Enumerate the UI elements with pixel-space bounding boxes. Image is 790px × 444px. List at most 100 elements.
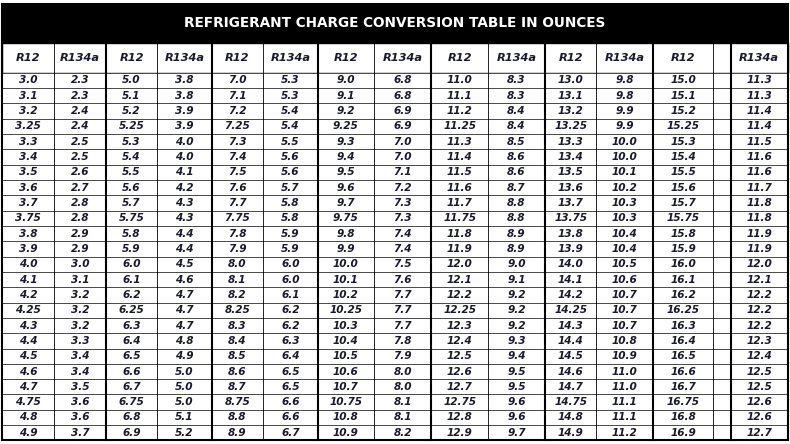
Bar	[2, 134, 788, 149]
Text: 11.9: 11.9	[446, 244, 472, 254]
Text: 13.4: 13.4	[558, 152, 584, 162]
Text: 4.6: 4.6	[175, 274, 194, 285]
Text: 12.3: 12.3	[446, 321, 472, 331]
Text: 10.0: 10.0	[612, 137, 638, 147]
Text: 3.2: 3.2	[70, 290, 89, 300]
Bar	[2, 425, 788, 440]
Text: 11.6: 11.6	[747, 167, 772, 178]
Text: 8.3: 8.3	[507, 75, 525, 86]
Text: 8.6: 8.6	[507, 167, 525, 178]
Text: 7.4: 7.4	[228, 152, 246, 162]
Bar	[2, 210, 788, 226]
Text: 4.4: 4.4	[175, 244, 194, 254]
Text: 5.75: 5.75	[118, 213, 145, 223]
Text: 6.2: 6.2	[122, 290, 141, 300]
Text: 11.8: 11.8	[747, 198, 772, 208]
Text: 10.7: 10.7	[612, 305, 638, 315]
Text: 15.1: 15.1	[670, 91, 696, 101]
Text: 8.2: 8.2	[393, 428, 412, 438]
Text: 13.8: 13.8	[558, 229, 584, 239]
Text: 9.9: 9.9	[615, 106, 634, 116]
Text: R134a: R134a	[496, 53, 536, 63]
Text: 2.3: 2.3	[70, 91, 89, 101]
Text: 14.1: 14.1	[558, 274, 584, 285]
Text: 9.5: 9.5	[507, 382, 525, 392]
Text: 8.9: 8.9	[507, 229, 525, 239]
Text: 10.7: 10.7	[333, 382, 359, 392]
Text: 3.0: 3.0	[19, 75, 37, 86]
Text: 10.9: 10.9	[612, 351, 638, 361]
Bar	[2, 73, 788, 88]
Text: 8.8: 8.8	[507, 213, 525, 223]
Text: 14.25: 14.25	[554, 305, 587, 315]
Text: 7.6: 7.6	[393, 274, 412, 285]
Text: 16.6: 16.6	[670, 366, 696, 377]
Text: 10.7: 10.7	[612, 321, 638, 331]
Text: 9.2: 9.2	[507, 290, 525, 300]
Text: 11.8: 11.8	[747, 213, 772, 223]
Text: 6.6: 6.6	[281, 397, 299, 407]
Text: 13.9: 13.9	[558, 244, 584, 254]
Text: 2.9: 2.9	[70, 229, 89, 239]
Text: 7.0: 7.0	[393, 137, 412, 147]
Text: 9.0: 9.0	[337, 75, 356, 86]
Text: 10.3: 10.3	[612, 198, 638, 208]
Bar	[2, 257, 788, 272]
Text: 13.0: 13.0	[558, 75, 584, 86]
Text: R134a: R134a	[60, 53, 100, 63]
Text: 5.4: 5.4	[281, 106, 299, 116]
Text: 8.3: 8.3	[228, 321, 246, 331]
Text: 8.4: 8.4	[507, 106, 525, 116]
Text: 10.2: 10.2	[333, 290, 359, 300]
Bar	[2, 195, 788, 210]
Text: 8.9: 8.9	[507, 244, 525, 254]
Text: 4.8: 4.8	[175, 336, 194, 346]
Text: 4.3: 4.3	[19, 321, 37, 331]
Text: 8.1: 8.1	[393, 397, 412, 407]
Text: 6.3: 6.3	[122, 321, 141, 331]
Text: 15.25: 15.25	[667, 121, 699, 131]
Text: 4.0: 4.0	[175, 152, 194, 162]
Text: 10.6: 10.6	[612, 274, 638, 285]
Text: 6.9: 6.9	[393, 106, 412, 116]
Text: 9.9: 9.9	[337, 244, 356, 254]
Text: 2.9: 2.9	[70, 244, 89, 254]
Text: 7.8: 7.8	[393, 336, 412, 346]
Text: 9.4: 9.4	[337, 152, 356, 162]
Text: 4.5: 4.5	[175, 259, 194, 270]
Text: 7.9: 7.9	[228, 244, 246, 254]
Text: 16.25: 16.25	[667, 305, 699, 315]
Text: 5.9: 5.9	[281, 244, 299, 254]
Text: 7.7: 7.7	[393, 321, 412, 331]
Text: 5.4: 5.4	[122, 152, 141, 162]
Text: 5.2: 5.2	[122, 106, 141, 116]
Text: 10.8: 10.8	[333, 412, 359, 423]
Text: 14.3: 14.3	[558, 321, 584, 331]
Text: 11.4: 11.4	[446, 152, 472, 162]
Text: 6.2: 6.2	[281, 305, 299, 315]
Text: 12.8: 12.8	[446, 412, 472, 423]
Text: 9.3: 9.3	[507, 336, 525, 346]
Text: 13.1: 13.1	[558, 91, 584, 101]
Text: 4.2: 4.2	[175, 182, 194, 193]
Text: 2.8: 2.8	[70, 198, 89, 208]
Text: 6.4: 6.4	[122, 336, 141, 346]
Text: 11.9: 11.9	[747, 229, 772, 239]
Text: 10.4: 10.4	[333, 336, 359, 346]
Text: 3.3: 3.3	[19, 137, 37, 147]
Text: 4.5: 4.5	[19, 351, 37, 361]
Text: 9.8: 9.8	[615, 75, 634, 86]
Text: 5.0: 5.0	[175, 382, 194, 392]
Text: 14.9: 14.9	[558, 428, 584, 438]
Text: 3.6: 3.6	[70, 397, 89, 407]
Bar	[2, 88, 788, 103]
Text: 2.5: 2.5	[70, 137, 89, 147]
Text: 3.4: 3.4	[70, 351, 89, 361]
Text: 6.75: 6.75	[118, 397, 145, 407]
Text: 2.4: 2.4	[70, 106, 89, 116]
Text: 9.1: 9.1	[337, 91, 356, 101]
Text: 3.7: 3.7	[19, 198, 37, 208]
Text: 15.0: 15.0	[670, 75, 696, 86]
Text: 13.25: 13.25	[554, 121, 587, 131]
Text: 7.7: 7.7	[393, 290, 412, 300]
